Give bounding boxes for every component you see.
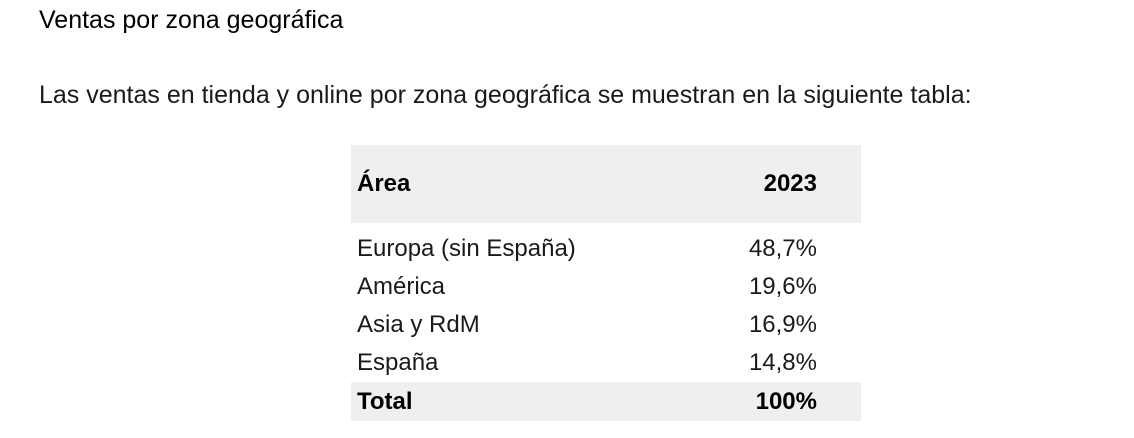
table-row: Asia y RdM 16,9% [351, 306, 861, 344]
table-body: Europa (sin España) 48,7% América 19,6% … [351, 223, 861, 421]
value-cell: 19,6% [748, 273, 817, 300]
table-row: Europa (sin España) 48,7% [351, 230, 861, 268]
total-value: 100% [755, 387, 817, 415]
area-cell: Asia y RdM [357, 311, 480, 338]
column-header-year: 2023 [763, 170, 817, 197]
section-heading: Ventas por zona geográfica [39, 6, 344, 34]
area-cell: España [357, 349, 439, 376]
spacer-row [351, 223, 861, 230]
area-cell: Europa (sin España) [357, 235, 576, 262]
total-row: Total 100% [351, 382, 861, 421]
value-cell: 48,7% [748, 235, 817, 262]
value-cell: 14,8% [748, 349, 817, 376]
table-row: España 14,8% [351, 344, 861, 382]
intro-paragraph: Las ventas en tienda y online por zona g… [39, 81, 972, 109]
table-row: América 19,6% [351, 268, 861, 306]
total-label: Total [357, 387, 413, 415]
table-header: Área 2023 [351, 145, 861, 223]
area-cell: América [357, 273, 446, 300]
value-cell: 16,9% [748, 311, 817, 338]
header-row: Área 2023 [351, 145, 861, 223]
column-header-area: Área [357, 170, 411, 197]
sales-by-region-table: Área 2023 Europa (sin España) 48,7% Amér… [351, 145, 861, 421]
